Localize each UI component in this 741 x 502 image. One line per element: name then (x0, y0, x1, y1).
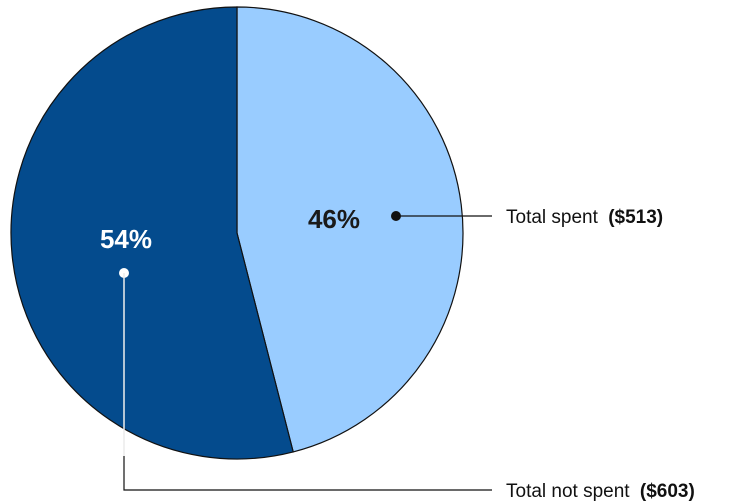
callout-amount-total-not-spent: ($603) (640, 481, 695, 502)
slice-percent-label-total-spent: 46% (308, 204, 360, 234)
pie-slices (10, 6, 464, 460)
callout-label-total-not-spent: Total not spent (506, 481, 630, 502)
slice-percent-label-total-not-spent: 54% (100, 224, 152, 254)
callout-total-spent: Total spent ($513) (391, 207, 663, 228)
callout-text-total-spent: Total spent ($513) (506, 207, 663, 228)
callout-total-not-spent: Total not spent ($603) (119, 268, 695, 502)
pie-slice-total-spent (236, 6, 464, 453)
pie-slice-total-not-spent (10, 6, 294, 460)
callout-text-total-not-spent: Total not spent ($603) (506, 481, 695, 502)
callout-label-total-spent: Total spent (506, 207, 599, 228)
callout-amount-total-spent: ($513) (608, 207, 663, 228)
